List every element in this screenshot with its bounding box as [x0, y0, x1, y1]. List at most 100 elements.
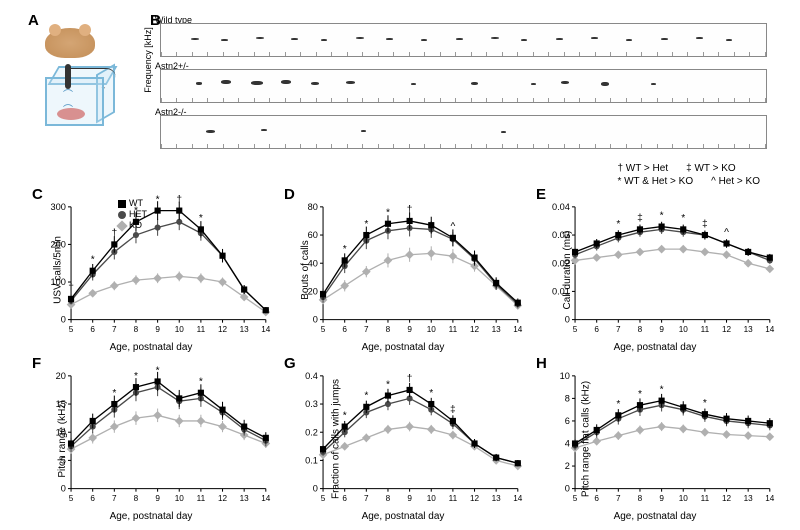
svg-text:11: 11 [449, 494, 458, 503]
legend-wt-ko: ‡ WT > KO [686, 162, 736, 175]
svg-text:7: 7 [616, 325, 621, 334]
svg-text:*: * [660, 210, 664, 221]
svg-text:5: 5 [69, 494, 74, 503]
svg-text:5: 5 [69, 325, 74, 334]
chart-C: 0100200300567891011121314†*†**†*CUSV cal… [28, 190, 274, 351]
svg-text:*: * [156, 194, 160, 205]
svg-text:14: 14 [765, 325, 775, 334]
svg-text:0: 0 [565, 315, 570, 325]
svg-text:‡: ‡ [450, 405, 456, 416]
svg-text:*: * [112, 388, 116, 399]
svg-text:*: * [703, 398, 707, 409]
svg-text:13: 13 [240, 494, 250, 503]
y-axis-label: Pitch range flat calls (kHz) [581, 381, 592, 497]
svg-text:*: * [616, 219, 620, 230]
chart-H: 0246810567891011121314****HPitch range f… [532, 359, 778, 520]
svg-text:11: 11 [197, 325, 206, 334]
svg-text:6: 6 [594, 494, 599, 503]
svg-text:^: ^ [724, 227, 729, 238]
svg-text:10: 10 [427, 325, 437, 334]
chart-G: 00.10.20.30.4567891011121314***†*‡GFract… [280, 359, 526, 520]
svg-text:14: 14 [513, 494, 523, 503]
svg-text:8: 8 [638, 494, 643, 503]
svg-text:7: 7 [616, 494, 621, 503]
svg-text:*: * [386, 379, 390, 390]
y-axis-label: USV calls/5min [52, 236, 63, 304]
svg-text:14: 14 [261, 494, 271, 503]
svg-text:5: 5 [573, 325, 578, 334]
spectrogram [160, 115, 767, 149]
svg-text:†: † [111, 228, 117, 239]
svg-text:0: 0 [313, 483, 318, 493]
legend-het-ko: ^ Het > KO [711, 175, 760, 188]
svg-text:12: 12 [470, 494, 480, 503]
svg-text:*: * [91, 255, 95, 266]
svg-text:0.04: 0.04 [552, 202, 570, 212]
svg-text:8: 8 [386, 325, 391, 334]
svg-text:*: * [199, 213, 203, 224]
svg-text:11: 11 [701, 494, 710, 503]
label-h: H [536, 355, 547, 372]
svg-text:*: * [660, 384, 664, 395]
svg-text:†: † [176, 194, 182, 205]
svg-text:7: 7 [364, 325, 369, 334]
recording-box: ⌒⌒ [45, 66, 115, 126]
svg-text:9: 9 [407, 325, 412, 334]
svg-text:8: 8 [638, 325, 643, 334]
svg-text:*: * [616, 399, 620, 410]
legend-wt-het: † WT > Het [617, 162, 668, 175]
svg-text:12: 12 [218, 494, 228, 503]
x-axis-label: Age, postnatal day [362, 342, 445, 353]
svg-text:10: 10 [560, 371, 570, 381]
legend-wthet-ko: * WT & Het > KO [617, 175, 693, 188]
svg-text:20: 20 [56, 371, 66, 381]
svg-text:*: * [199, 376, 203, 387]
svg-text:12: 12 [470, 325, 480, 334]
svg-text:*: * [638, 389, 642, 400]
svg-text:‡: ‡ [637, 213, 643, 224]
svg-text:*: * [364, 219, 368, 230]
label-f: F [32, 355, 41, 372]
svg-text:6: 6 [90, 325, 95, 334]
spectrogram [160, 69, 767, 103]
svg-text:10: 10 [679, 494, 689, 503]
label-d: D [284, 186, 295, 203]
svg-text:8: 8 [565, 393, 570, 403]
svg-text:5: 5 [321, 494, 326, 503]
svg-text:^: ^ [450, 222, 455, 233]
svg-text:5: 5 [321, 325, 326, 334]
svg-text:*: * [681, 213, 685, 224]
svg-text:†: † [407, 205, 413, 216]
svg-text:6: 6 [342, 494, 347, 503]
svg-text:4: 4 [565, 438, 570, 448]
svg-text:9: 9 [155, 494, 160, 503]
panel-b: Frequency [kHz] Wild typeAstn2+/-Astn2-/… [160, 15, 770, 155]
y-axis-label: Fraction of calls with jumps [331, 379, 342, 499]
svg-text:*: * [343, 410, 347, 421]
chart-F: 05101520567891011121314****FPitch range … [28, 359, 274, 520]
svg-text:0.4: 0.4 [305, 371, 318, 381]
svg-text:13: 13 [492, 325, 502, 334]
x-axis-label: Age, postnatal day [614, 342, 697, 353]
svg-text:7: 7 [112, 494, 117, 503]
svg-text:12: 12 [218, 325, 228, 334]
svg-text:14: 14 [765, 494, 775, 503]
svg-text:13: 13 [744, 494, 754, 503]
label-c: C [32, 186, 43, 203]
svg-text:*: * [429, 388, 433, 399]
svg-text:13: 13 [744, 325, 754, 334]
svg-text:13: 13 [492, 494, 502, 503]
svg-text:14: 14 [261, 325, 271, 334]
y-axis-label: Call duration (ms) [562, 231, 573, 310]
svg-text:8: 8 [134, 325, 139, 334]
svg-text:8: 8 [134, 494, 139, 503]
svg-text:12: 12 [722, 325, 732, 334]
svg-text:0: 0 [313, 315, 318, 325]
svg-text:10: 10 [175, 494, 185, 503]
label-g: G [284, 355, 296, 372]
svg-text:0.1: 0.1 [305, 455, 318, 465]
svg-text:10: 10 [175, 325, 185, 334]
svg-text:*: * [386, 208, 390, 219]
figure: A B ↓ ⌒⌒ Frequency [kHz] Wild typeAstn2+… [10, 10, 790, 520]
svg-text:6: 6 [565, 416, 570, 426]
